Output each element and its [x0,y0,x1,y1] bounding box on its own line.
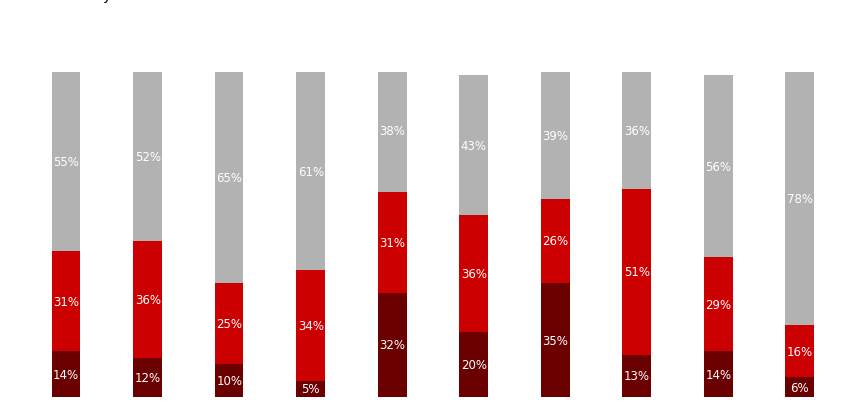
Bar [296,381,325,397]
Text: 14%: 14% [53,368,79,381]
Text: 20%: 20% [461,358,486,371]
Bar [52,251,81,352]
Text: 25%: 25% [216,318,242,330]
Text: 65%: 65% [216,172,242,185]
Text: 36%: 36% [135,293,160,306]
Text: 52%: 52% [135,151,160,164]
Bar [133,358,162,397]
Text: 61%: 61% [298,165,323,178]
Text: 16%: 16% [787,345,812,358]
Text: 29%: 29% [706,298,731,311]
Bar [52,73,81,251]
Bar [296,73,325,271]
Bar [622,355,651,397]
Text: 56%: 56% [706,160,731,173]
Text: 55%: 55% [53,156,79,168]
Text: 78%: 78% [787,193,812,206]
Text: 5%: 5% [301,382,320,395]
Bar [785,326,814,377]
Bar [541,199,570,284]
Bar [378,293,407,397]
Bar [296,271,325,381]
Bar [133,241,162,358]
Text: 32%: 32% [380,339,405,352]
Text: 34%: 34% [298,319,323,332]
Legend: 1 country, 2 countries, 3+ countries: 1 country, 2 countries, 3+ countries [25,0,353,3]
Bar [622,190,651,355]
Bar [215,284,244,364]
Bar [785,377,814,397]
Text: 35%: 35% [543,334,568,347]
Bar [541,73,570,199]
Text: 31%: 31% [53,295,79,308]
Text: 36%: 36% [624,125,649,138]
Bar [704,258,733,352]
Bar [378,70,407,193]
Text: 38%: 38% [380,125,405,138]
Text: 51%: 51% [624,266,649,279]
Text: 43%: 43% [461,139,486,152]
Bar [704,352,733,397]
Bar [378,193,407,293]
Text: 12%: 12% [135,371,160,384]
Text: 26%: 26% [543,235,568,248]
Bar [133,73,162,241]
Bar [215,73,244,284]
Text: 10%: 10% [216,374,242,387]
Bar [704,76,733,258]
Text: 31%: 31% [380,237,405,249]
Bar [215,364,244,397]
Text: 13%: 13% [624,369,649,382]
Text: 14%: 14% [706,368,731,381]
Bar [459,76,488,215]
Text: 39%: 39% [543,130,568,143]
Bar [622,73,651,190]
Text: 36%: 36% [461,267,486,280]
Bar [459,215,488,332]
Bar [785,73,814,326]
Text: 6%: 6% [790,381,809,394]
Bar [541,284,570,397]
Bar [459,332,488,397]
Bar [52,352,81,397]
